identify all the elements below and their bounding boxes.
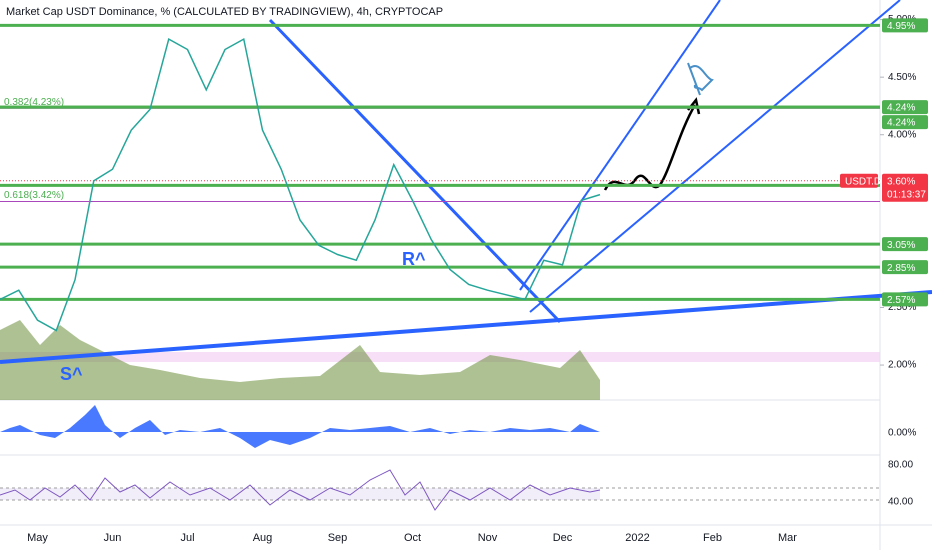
level-tag bbox=[882, 292, 928, 307]
x-tick-label: Sep bbox=[328, 532, 348, 544]
volume-area bbox=[0, 320, 600, 400]
x-tick-label: Aug bbox=[253, 532, 273, 544]
x-tick-label: Jun bbox=[104, 532, 122, 544]
level-tag bbox=[882, 100, 928, 115]
symbol-label: USDT.D bbox=[845, 176, 881, 187]
support-zone bbox=[0, 352, 880, 362]
level-tag bbox=[882, 115, 928, 130]
channel-line bbox=[519, 0, 721, 291]
channel-line bbox=[529, 0, 901, 313]
level-tag bbox=[882, 18, 928, 33]
price-label: 3.60% bbox=[887, 176, 915, 187]
x-tick-label: Jul bbox=[180, 532, 194, 544]
level-label: 2.85% bbox=[887, 263, 915, 274]
x-tick-label: Nov bbox=[478, 532, 498, 544]
x-tick-label: Dec bbox=[553, 532, 573, 544]
y-tick-label: 2.50% bbox=[888, 302, 916, 313]
rsi-line bbox=[0, 469, 601, 511]
level-label: 4.24% bbox=[887, 103, 915, 114]
level-tag bbox=[882, 260, 928, 275]
level-label: 4.24% bbox=[887, 118, 915, 129]
x-tick-label: May bbox=[27, 532, 48, 544]
x-tick-label: Oct bbox=[404, 532, 421, 544]
price-tag bbox=[882, 173, 928, 202]
level-label: 2.57% bbox=[887, 295, 915, 306]
oscillator-tick: 0.00% bbox=[888, 428, 916, 439]
y-tick-label: 4.50% bbox=[888, 72, 916, 83]
trendline bbox=[268, 18, 562, 324]
chart-title: Market Cap USDT Dominance, % (CALCULATED… bbox=[6, 6, 443, 18]
rsi-band bbox=[0, 488, 600, 500]
countdown: 01:13:37 bbox=[887, 189, 926, 200]
x-tick-label: 2022 bbox=[625, 532, 649, 544]
fib-label: 0.618(3.42%) bbox=[4, 190, 64, 201]
projection-path bbox=[603, 104, 697, 191]
symbol-tag bbox=[840, 173, 878, 188]
x-tick-label: Mar bbox=[778, 532, 797, 544]
level-label: 3.05% bbox=[887, 240, 915, 251]
x-tick-label: Feb bbox=[703, 532, 722, 544]
fib-label: 0.382(4.23%) bbox=[4, 97, 64, 108]
oscillator-area bbox=[0, 405, 600, 448]
level-tag bbox=[882, 237, 928, 252]
annotation: S^ bbox=[60, 364, 83, 384]
annotation: R^ bbox=[402, 249, 426, 269]
y-tick-label: 4.00% bbox=[888, 129, 916, 140]
rsi-tick: 40.00 bbox=[888, 497, 913, 508]
rsi-tick: 80.00 bbox=[888, 460, 913, 471]
trendline bbox=[0, 290, 932, 364]
flag-icon bbox=[687, 62, 714, 96]
price-line bbox=[0, 38, 601, 332]
level-label: 4.95% bbox=[887, 21, 915, 32]
y-tick-label: 2.00% bbox=[888, 360, 916, 371]
